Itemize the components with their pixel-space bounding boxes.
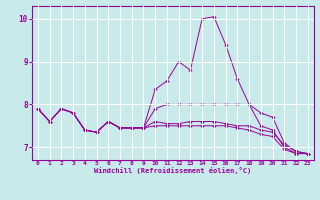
X-axis label: Windchill (Refroidissement éolien,°C): Windchill (Refroidissement éolien,°C) [94,167,252,174]
